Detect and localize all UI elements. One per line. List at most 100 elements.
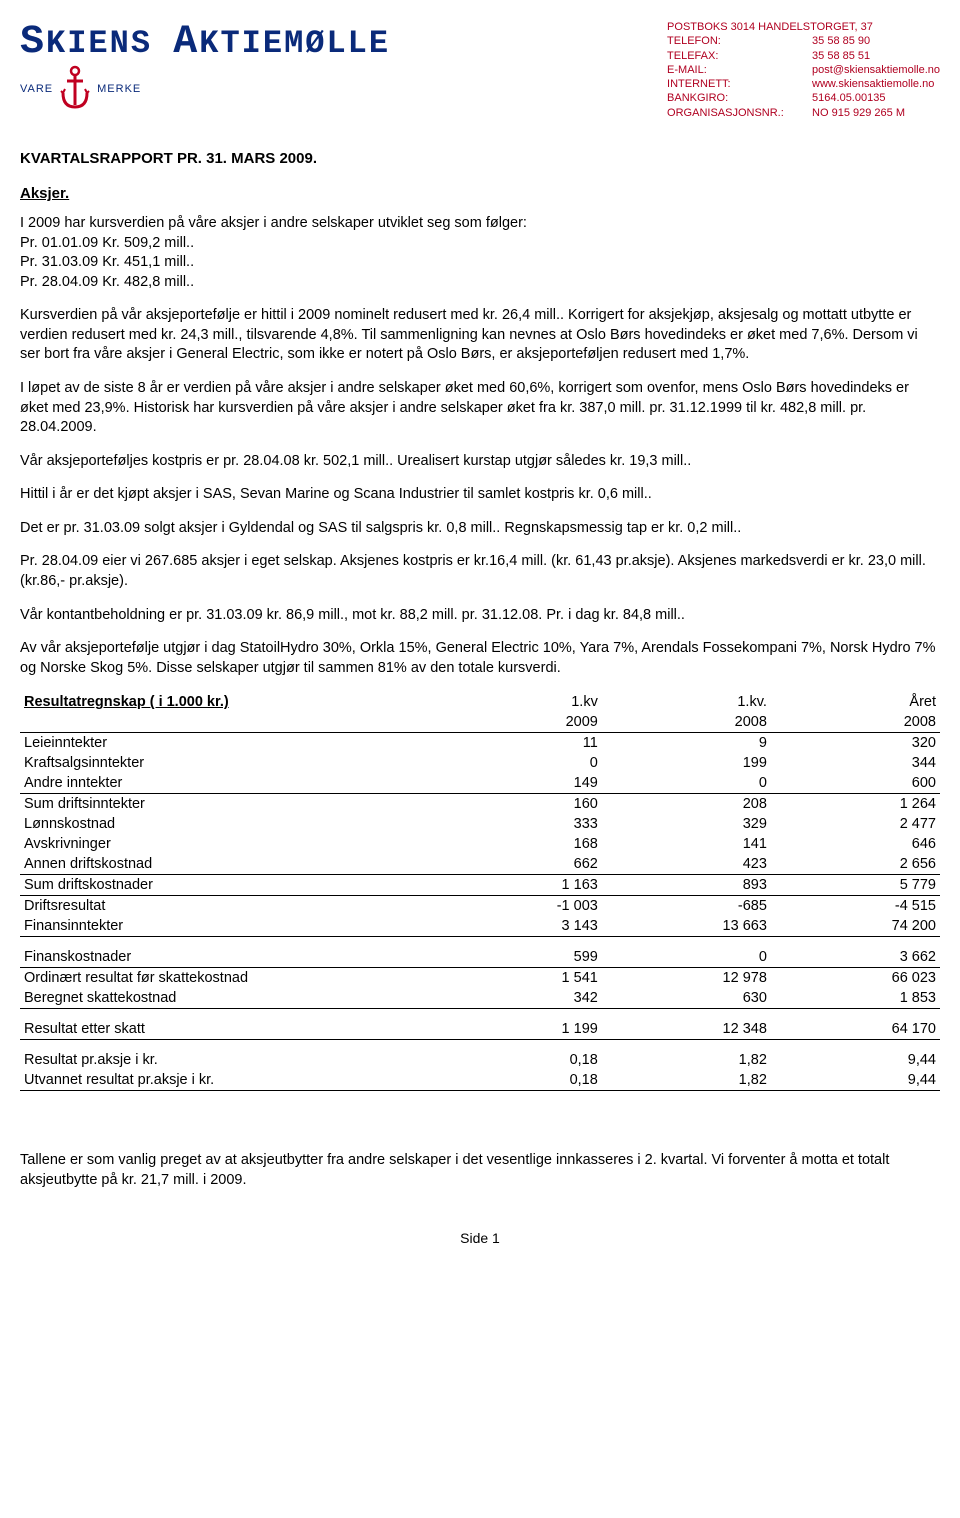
- footer-paragraph: Tallene er som vanlig preget av at aksje…: [20, 1151, 940, 1190]
- row-value: 66 023: [771, 968, 940, 989]
- row-value: 1,82: [602, 1070, 771, 1091]
- row-label: Andre inntekter: [20, 773, 443, 794]
- col-year-2: 2008: [602, 712, 771, 733]
- table-row: Utvannet resultat pr.aksje i kr.0,181,82…: [20, 1070, 940, 1091]
- row-value: 1 199: [443, 1019, 602, 1040]
- logo-sub-right: MERKE: [97, 83, 141, 95]
- para-2: Kursverdien på vår aksjeportefølje er hi…: [20, 306, 940, 365]
- contact-label: TELEFON:: [667, 34, 812, 48]
- row-value: 599: [443, 947, 602, 968]
- row-value: 1 264: [771, 794, 940, 815]
- price-lines: Pr. 01.01.09 Kr. 509,2 mill.. Pr. 31.03.0…: [20, 235, 194, 290]
- contact-value: www.skiensaktiemolle.no: [812, 77, 934, 91]
- para-5: Hittil i år er det kjøpt aksjer i SAS, S…: [20, 485, 940, 505]
- row-value: 646: [771, 834, 940, 854]
- row-value: 0: [602, 947, 771, 968]
- col-year-2008: Året: [771, 692, 940, 712]
- para-8: Vår kontantbeholdning er pr. 31.03.09 kr…: [20, 606, 940, 626]
- table-row: Sum driftsinntekter1602081 264: [20, 794, 940, 815]
- table-row: Avskrivninger168141646: [20, 834, 940, 854]
- row-value: 600: [771, 773, 940, 794]
- row-label: Finansinntekter: [20, 916, 443, 937]
- para-4: Vår aksjeporteføljes kostpris er pr. 28.…: [20, 452, 940, 472]
- para-intro: I 2009 har kursverdien på våre aksjer i …: [20, 214, 940, 292]
- income-statement-table: Resultatregnskap ( i 1.000 kr.) 1.kv 1.k…: [20, 692, 940, 1091]
- logo-subline: VARE MERKE: [20, 63, 141, 115]
- table-row: Kraftsalgsinntekter0199344: [20, 753, 940, 773]
- para-6: Det er pr. 31.03.09 solgt aksjer i Gylde…: [20, 519, 940, 539]
- table-row: Finanskostnader59903 662: [20, 947, 940, 968]
- row-label: Sum driftskostnader: [20, 875, 443, 896]
- row-value: 11: [443, 733, 602, 754]
- para-7: Pr. 28.04.09 eier vi 267.685 aksjer i eg…: [20, 552, 940, 591]
- table-row: Driftsresultat-1 003-685-4 515: [20, 896, 940, 917]
- para-3: I løpet av de siste 8 år er verdien på v…: [20, 379, 940, 438]
- row-label: Leieinntekter: [20, 733, 443, 754]
- table-row: Leieinntekter119320: [20, 733, 940, 754]
- row-value: 423: [602, 854, 771, 875]
- row-value: 9,44: [771, 1070, 940, 1091]
- row-value: 344: [771, 753, 940, 773]
- price-line: Pr. 28.04.09 Kr. 482,8 mill..: [20, 274, 194, 290]
- col-year-1: 2009: [443, 712, 602, 733]
- logo-sub-left: VARE: [20, 83, 53, 95]
- row-value: -1 003: [443, 896, 602, 917]
- row-label: Lønnskostnad: [20, 814, 443, 834]
- table-row: Beregnet skattekostnad3426301 853: [20, 988, 940, 1009]
- row-value: 3 143: [443, 916, 602, 937]
- contact-label: ORGANISASJONSNR.:: [667, 106, 812, 120]
- contact-label: E-MAIL:: [667, 63, 812, 77]
- row-value: 3 662: [771, 947, 940, 968]
- row-value: 208: [602, 794, 771, 815]
- table-spacer-row: [20, 937, 940, 948]
- table-row: Finansinntekter3 14313 66374 200: [20, 916, 940, 937]
- row-value: 141: [602, 834, 771, 854]
- contact-block: POSTBOKS 3014 HANDELSTORGET, 37TELEFON:3…: [667, 20, 940, 120]
- col-q1-2009: 1.kv: [443, 692, 602, 712]
- row-value: 342: [443, 988, 602, 1009]
- contact-label: BANKGIRO:: [667, 91, 812, 105]
- row-value: 12 978: [602, 968, 771, 989]
- section-aksjer-title: Aksjer.: [20, 185, 940, 202]
- table-header-row-1: Resultatregnskap ( i 1.000 kr.) 1.kv 1.k…: [20, 692, 940, 712]
- row-value: 160: [443, 794, 602, 815]
- price-line: Pr. 01.01.09 Kr. 509,2 mill..: [20, 235, 194, 251]
- table-row: Resultat etter skatt1 19912 34864 170: [20, 1019, 940, 1040]
- row-value: 0: [443, 753, 602, 773]
- logo-text: SKIENS AKTIEMØLLE: [20, 20, 390, 65]
- table-spacer-row: [20, 1040, 940, 1051]
- price-line: Pr. 31.03.09 Kr. 451,1 mill..: [20, 254, 194, 270]
- table-title: Resultatregnskap ( i 1.000 kr.): [24, 694, 229, 710]
- row-value: 1 163: [443, 875, 602, 896]
- row-label: Beregnet skattekostnad: [20, 988, 443, 1009]
- row-value: 13 663: [602, 916, 771, 937]
- contact-label: INTERNETT:: [667, 77, 812, 91]
- row-value: 0,18: [443, 1050, 602, 1070]
- row-label: Finanskostnader: [20, 947, 443, 968]
- table-row: Resultat pr.aksje i kr.0,181,829,44: [20, 1050, 940, 1070]
- logo-block: SKIENS AKTIEMØLLE VARE MERKE: [20, 20, 390, 115]
- row-value: 168: [443, 834, 602, 854]
- logo-word-2: KTIEMØLLE: [199, 25, 390, 62]
- page-number: Side 1: [20, 1230, 940, 1246]
- table-row: Lønnskostnad3333292 477: [20, 814, 940, 834]
- row-value: 2 656: [771, 854, 940, 875]
- row-value: 149: [443, 773, 602, 794]
- row-value: 320: [771, 733, 940, 754]
- table-row: Sum driftskostnader1 1638935 779: [20, 875, 940, 896]
- table-row: Ordinært resultat før skattekostnad1 541…: [20, 968, 940, 989]
- row-value: 64 170: [771, 1019, 940, 1040]
- anchor-icon: [57, 63, 93, 115]
- col-year-3: 2008: [771, 712, 940, 733]
- table-row: Andre inntekter1490600: [20, 773, 940, 794]
- contact-value: 5164.05.00135: [812, 91, 885, 105]
- row-value: 1,82: [602, 1050, 771, 1070]
- contact-line: E-MAIL:post@skiensaktiemolle.no: [667, 63, 940, 77]
- table-header-row-2: 2009 2008 2008: [20, 712, 940, 733]
- row-label: Ordinært resultat før skattekostnad: [20, 968, 443, 989]
- contact-value: post@skiensaktiemolle.no: [812, 63, 940, 77]
- contact-line: BANKGIRO:5164.05.00135: [667, 91, 940, 105]
- para-9: Av vår aksjeportefølje utgjør i dag Stat…: [20, 639, 940, 678]
- contact-line: POSTBOKS 3014 HANDELSTORGET, 37: [667, 20, 940, 34]
- row-value: 74 200: [771, 916, 940, 937]
